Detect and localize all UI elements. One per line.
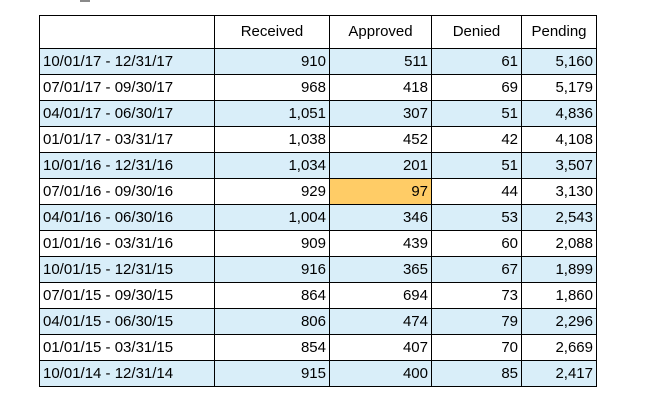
cell-received: 968 (214, 74, 330, 101)
cell-period: 10/01/16 - 12/31/16 (39, 152, 215, 179)
cell-period: 01/01/15 - 03/31/15 (39, 334, 215, 361)
table-row: 04/01/16 - 06/30/16 1,004 346 53 2,543 (39, 204, 597, 231)
cell-denied: 60 (431, 230, 522, 257)
cell-denied: 61 (431, 48, 522, 75)
cell-period: 04/01/17 - 06/30/17 (39, 100, 215, 127)
cell-received: 916 (214, 256, 330, 283)
cell-received: 1,051 (214, 100, 330, 127)
table-row: 07/01/16 - 09/30/16 929 97 44 3,130 (39, 178, 597, 205)
cell-pending: 1,899 (521, 256, 597, 283)
cell-pending: 1,860 (521, 282, 597, 309)
table-row: 10/01/14 - 12/31/14 915 400 85 2,417 (39, 360, 597, 387)
cell-approved: 474 (329, 308, 432, 335)
cell-pending: 2,417 (521, 360, 597, 387)
cell-pending: 2,296 (521, 308, 597, 335)
cell-pending: 4,836 (521, 100, 597, 127)
cell-denied: 69 (431, 74, 522, 101)
quarterly-status-table: Received Approved Denied Pending 10/01/1… (39, 15, 597, 387)
table-row: 01/01/16 - 03/31/16 909 439 60 2,088 (39, 230, 597, 257)
cell-denied: 73 (431, 282, 522, 309)
cell-period: 10/01/14 - 12/31/14 (39, 360, 215, 387)
cell-denied: 79 (431, 308, 522, 335)
cell-period: 07/01/15 - 09/30/15 (39, 282, 215, 309)
cell-pending: 4,108 (521, 126, 597, 153)
cell-period: 07/01/17 - 09/30/17 (39, 74, 215, 101)
cell-period: 01/01/17 - 03/31/17 (39, 126, 215, 153)
cell-received: 909 (214, 230, 330, 257)
table-row: 07/01/17 - 09/30/17 968 418 69 5,179 (39, 74, 597, 101)
cell-denied: 67 (431, 256, 522, 283)
cell-pending: 2,669 (521, 334, 597, 361)
table-row: 04/01/17 - 06/30/17 1,051 307 51 4,836 (39, 100, 597, 127)
cell-received: 910 (214, 48, 330, 75)
header-pending: Pending (521, 15, 597, 49)
cell-approved: 694 (329, 282, 432, 309)
cell-denied: 53 (431, 204, 522, 231)
table-row: 10/01/17 - 12/31/17 910 511 61 5,160 (39, 48, 597, 75)
cell-approved: 365 (329, 256, 432, 283)
cell-pending: 5,160 (521, 48, 597, 75)
cell-pending: 3,507 (521, 152, 597, 179)
table-row: 07/01/15 - 09/30/15 864 694 73 1,860 (39, 282, 597, 309)
cell-denied: 44 (431, 178, 522, 205)
table-row: 10/01/16 - 12/31/16 1,034 201 51 3,507 (39, 152, 597, 179)
cell-pending: 3,130 (521, 178, 597, 205)
top-edge-mark (80, 0, 90, 2)
cell-period: 04/01/16 - 06/30/16 (39, 204, 215, 231)
cell-denied: 85 (431, 360, 522, 387)
cell-period: 10/01/17 - 12/31/17 (39, 48, 215, 75)
cell-approved: 452 (329, 126, 432, 153)
table-row: 04/01/15 - 06/30/15 806 474 79 2,296 (39, 308, 597, 335)
cell-pending: 5,179 (521, 74, 597, 101)
cell-period: 07/01/16 - 09/30/16 (39, 178, 215, 205)
cell-approved: 511 (329, 48, 432, 75)
header-approved: Approved (329, 15, 432, 49)
cell-received: 1,004 (214, 204, 330, 231)
cell-denied: 51 (431, 152, 522, 179)
cell-approved: 418 (329, 74, 432, 101)
cell-approved: 439 (329, 230, 432, 257)
cell-received: 806 (214, 308, 330, 335)
cell-approved: 346 (329, 204, 432, 231)
table-row: 01/01/17 - 03/31/17 1,038 452 42 4,108 (39, 126, 597, 153)
table-body: 10/01/17 - 12/31/17 910 511 61 5,160 07/01/17… (39, 48, 597, 387)
cell-received: 929 (214, 178, 330, 205)
cell-received: 864 (214, 282, 330, 309)
cell-received: 854 (214, 334, 330, 361)
cell-approved: 407 (329, 334, 432, 361)
table-row: 01/01/15 - 03/31/15 854 407 70 2,669 (39, 334, 597, 361)
header-row: Received Approved Denied Pending (39, 15, 597, 49)
cell-pending: 2,543 (521, 204, 597, 231)
cell-approved: 201 (329, 152, 432, 179)
cell-period: 10/01/15 - 12/31/15 (39, 256, 215, 283)
cell-approved: 400 (329, 360, 432, 387)
cell-received: 915 (214, 360, 330, 387)
cell-pending: 2,088 (521, 230, 597, 257)
cell-approved: 97 (329, 178, 432, 205)
cell-received: 1,038 (214, 126, 330, 153)
cell-denied: 70 (431, 334, 522, 361)
cell-approved: 307 (329, 100, 432, 127)
cell-denied: 51 (431, 100, 522, 127)
header-period (39, 15, 215, 49)
table-row: 10/01/15 - 12/31/15 916 365 67 1,899 (39, 256, 597, 283)
cell-period: 04/01/15 - 06/30/15 (39, 308, 215, 335)
header-denied: Denied (431, 15, 522, 49)
cell-period: 01/01/16 - 03/31/16 (39, 230, 215, 257)
cell-denied: 42 (431, 126, 522, 153)
header-received: Received (214, 15, 330, 49)
cell-received: 1,034 (214, 152, 330, 179)
